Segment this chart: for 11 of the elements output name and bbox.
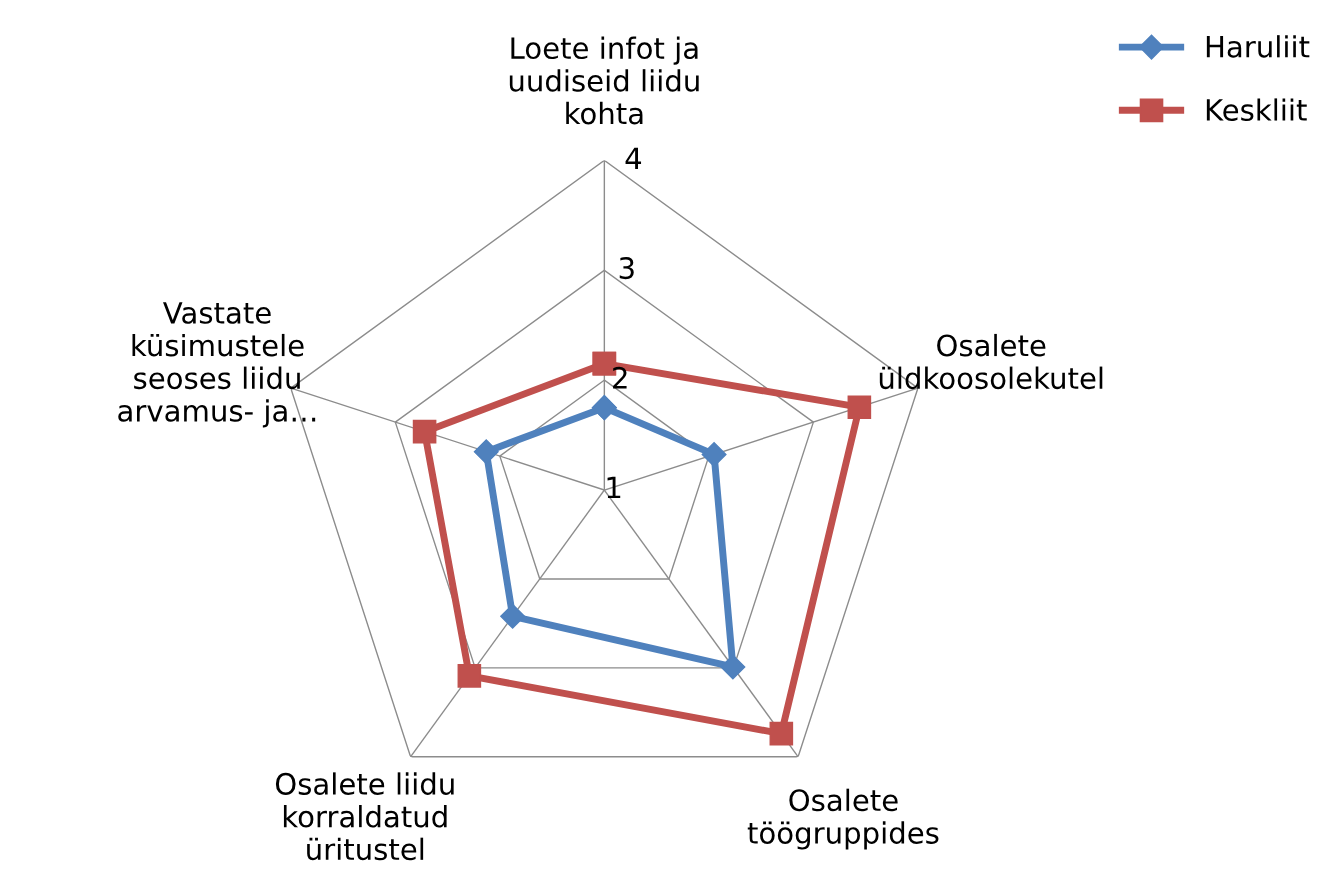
spoke-label: Loete infot ja uudiseid liidu kohta: [509, 36, 699, 125]
legend-label: Haruliit: [1206, 35, 1310, 58]
spoke-label: Osalete töögruppides: [747, 788, 939, 850]
y-tick-label: 3: [619, 257, 634, 280]
spoke-label: Osalete liidu korraldatud üritustel: [275, 772, 454, 861]
y-tick-label: 4: [625, 147, 642, 170]
legend-label: Keskliit: [1206, 98, 1307, 121]
spoke-label: Osalete üldkoosolekutel: [879, 333, 1103, 390]
y-tick-label: 1: [607, 476, 621, 499]
spoke-label: Vastate küsimustele seoses liidu arvamus- ja…: [118, 302, 316, 428]
y-tick-label: 2: [613, 366, 627, 389]
